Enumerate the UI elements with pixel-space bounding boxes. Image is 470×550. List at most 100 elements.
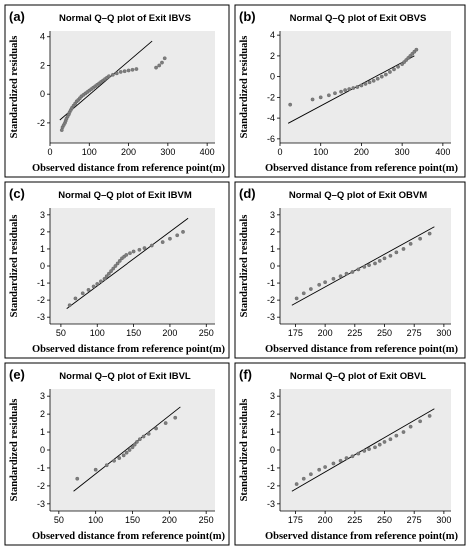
chart-title: Normal Q–Q plot of Exit IBVS <box>59 13 191 24</box>
data-point <box>118 70 123 74</box>
data-point <box>388 437 393 442</box>
data-point <box>388 70 392 74</box>
panel-label: (c) <box>9 186 25 201</box>
data-point <box>134 67 139 71</box>
panel-label: (d) <box>239 186 256 201</box>
data-point <box>107 74 111 79</box>
data-point <box>131 249 136 254</box>
data-point <box>141 434 146 439</box>
data-point <box>427 414 432 418</box>
data-point <box>317 467 322 472</box>
plot-area <box>50 389 215 511</box>
x-tick-label: 100 <box>88 515 103 525</box>
data-point <box>384 72 388 77</box>
x-tick-label: 200 <box>162 515 177 525</box>
data-point <box>149 243 154 248</box>
data-point <box>309 472 313 477</box>
data-point <box>126 68 131 73</box>
y-tick-label: 3 <box>270 210 275 220</box>
plot-area <box>280 31 451 143</box>
y-tick-label: -2 <box>267 92 275 102</box>
y-tick-label: -3 <box>267 499 275 509</box>
y-tick-label: -3 <box>37 499 45 509</box>
y-tick-label: 3 <box>40 210 45 220</box>
data-point <box>173 415 178 420</box>
x-axis-label: Observed distance from reference point(m… <box>265 163 459 174</box>
data-point <box>111 266 116 271</box>
y-axis-label: Standardized residuals <box>9 215 20 318</box>
x-tick-label: 300 <box>395 147 410 157</box>
reference-line <box>73 406 181 492</box>
data-point <box>367 447 371 451</box>
data-point <box>86 288 91 292</box>
x-tick-label: 200 <box>354 147 369 157</box>
chart-title: Normal Q–Q plot of Exit OBVS <box>290 13 427 24</box>
x-tick-label: 300 <box>160 147 175 157</box>
data-point <box>338 274 343 279</box>
x-tick-label: 400 <box>435 147 450 157</box>
data-point <box>111 72 115 77</box>
data-point <box>95 282 100 286</box>
data-point <box>124 450 129 455</box>
x-tick-label: 150 <box>126 328 141 338</box>
data-point <box>102 276 107 281</box>
x-tick-label: 300 <box>436 515 451 525</box>
y-tick-label: -3 <box>267 312 275 322</box>
data-point <box>138 437 142 442</box>
y-axis-label: Standardized residuals <box>239 215 250 318</box>
data-point <box>339 89 343 94</box>
x-tick-label: 300 <box>436 328 451 338</box>
data-point <box>127 448 132 452</box>
x-tick-label: 150 <box>125 515 140 525</box>
data-point <box>362 265 367 269</box>
data-point <box>362 449 367 453</box>
x-tick-label: 0 <box>47 147 52 157</box>
data-point <box>344 456 349 460</box>
x-tick-label: 200 <box>121 147 136 157</box>
y-tick-label: 2 <box>270 227 275 237</box>
qq-panel-3: (c) Normal Q–Q plot of Exit IBVM 50 100 150 2… <box>4 181 230 359</box>
data-point <box>168 236 172 241</box>
x-axis-label: Observed distance from reference point(m… <box>32 531 226 542</box>
y-tick-label: -3 <box>37 312 45 322</box>
data-point <box>392 67 396 72</box>
data-point <box>109 269 113 273</box>
y-tick-label: 3 <box>40 391 45 401</box>
data-point <box>310 97 315 102</box>
y-tick-label: 2 <box>270 409 275 419</box>
x-axis-label: Observed distance from reference point(m… <box>32 344 226 355</box>
data-point <box>367 80 372 85</box>
x-tick-label: 50 <box>54 515 64 525</box>
data-point <box>350 454 355 459</box>
data-point <box>135 440 139 444</box>
panel-label: (b) <box>239 9 256 24</box>
data-point <box>394 250 399 255</box>
chart-title: Normal Q–Q plot of Exit IBVL <box>59 371 191 382</box>
panel-label: (a) <box>9 9 25 24</box>
data-point <box>301 476 306 481</box>
y-axis-label: Standardized residuals <box>9 399 20 502</box>
data-point <box>331 461 336 466</box>
data-point <box>401 247 406 251</box>
data-point <box>379 74 384 79</box>
y-tick-label: -2 <box>267 295 275 305</box>
data-point <box>427 231 432 236</box>
x-axis-label: Observed distance from reference point(m… <box>32 163 226 174</box>
y-tick-label: 2 <box>40 60 45 70</box>
data-point <box>408 241 413 246</box>
data-point <box>359 83 364 88</box>
x-tick-label: 225 <box>347 328 362 338</box>
x-axis-label: Observed distance from reference point(m… <box>265 344 459 355</box>
y-tick-label: 2 <box>40 227 45 237</box>
data-point <box>331 276 336 281</box>
data-point <box>318 95 323 100</box>
data-point <box>356 267 361 272</box>
plot-area <box>50 208 215 324</box>
data-point <box>350 270 355 274</box>
x-tick-label: 175 <box>288 328 303 338</box>
data-point <box>418 236 422 241</box>
y-tick-label: -2 <box>267 481 275 491</box>
data-point <box>175 233 180 238</box>
